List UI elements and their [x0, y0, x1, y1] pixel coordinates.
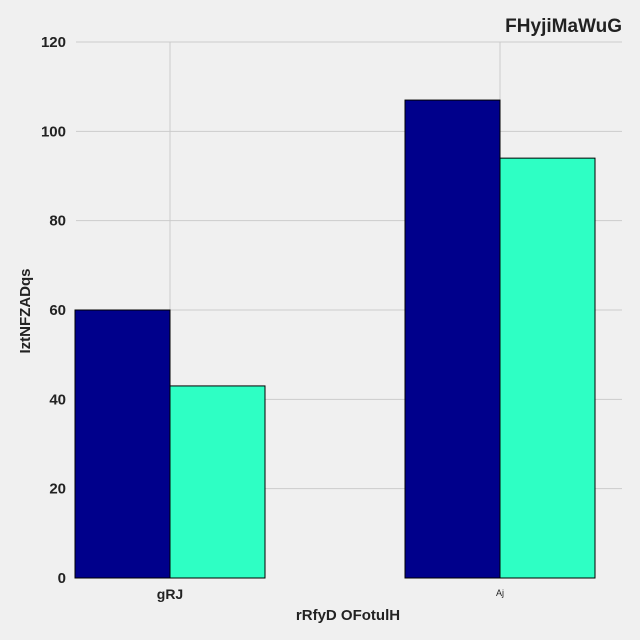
y-tick-label: 20 [49, 481, 66, 498]
bar-series-1-Aj [404, 99, 501, 579]
bar-series-2-Aj [499, 157, 596, 579]
y-tick-label: 0 [58, 570, 66, 587]
x-tick-label: gRJ [157, 586, 183, 602]
bar-series-2-gRJ [169, 385, 266, 579]
x-tick-label: Aj [496, 588, 504, 598]
bar-series-1-gRJ [74, 309, 171, 579]
bars-layer [74, 99, 596, 579]
y-tick-label: 80 [49, 213, 66, 230]
y-tick-label: 100 [41, 123, 66, 140]
x-tick-labels: gRJ Aj [157, 586, 504, 602]
x-axis-label: rRfyD OFotulH [296, 607, 400, 624]
chart-title: FHyjiMaWuG [505, 16, 622, 37]
y-tick-label: 40 [49, 391, 66, 408]
y-tick-label: 120 [41, 34, 66, 51]
y-tick-labels: 0 20 40 60 80 100 120 [41, 34, 66, 587]
y-tick-label: 60 [49, 302, 66, 319]
y-axis-label: IztNFZADqs [17, 269, 34, 354]
